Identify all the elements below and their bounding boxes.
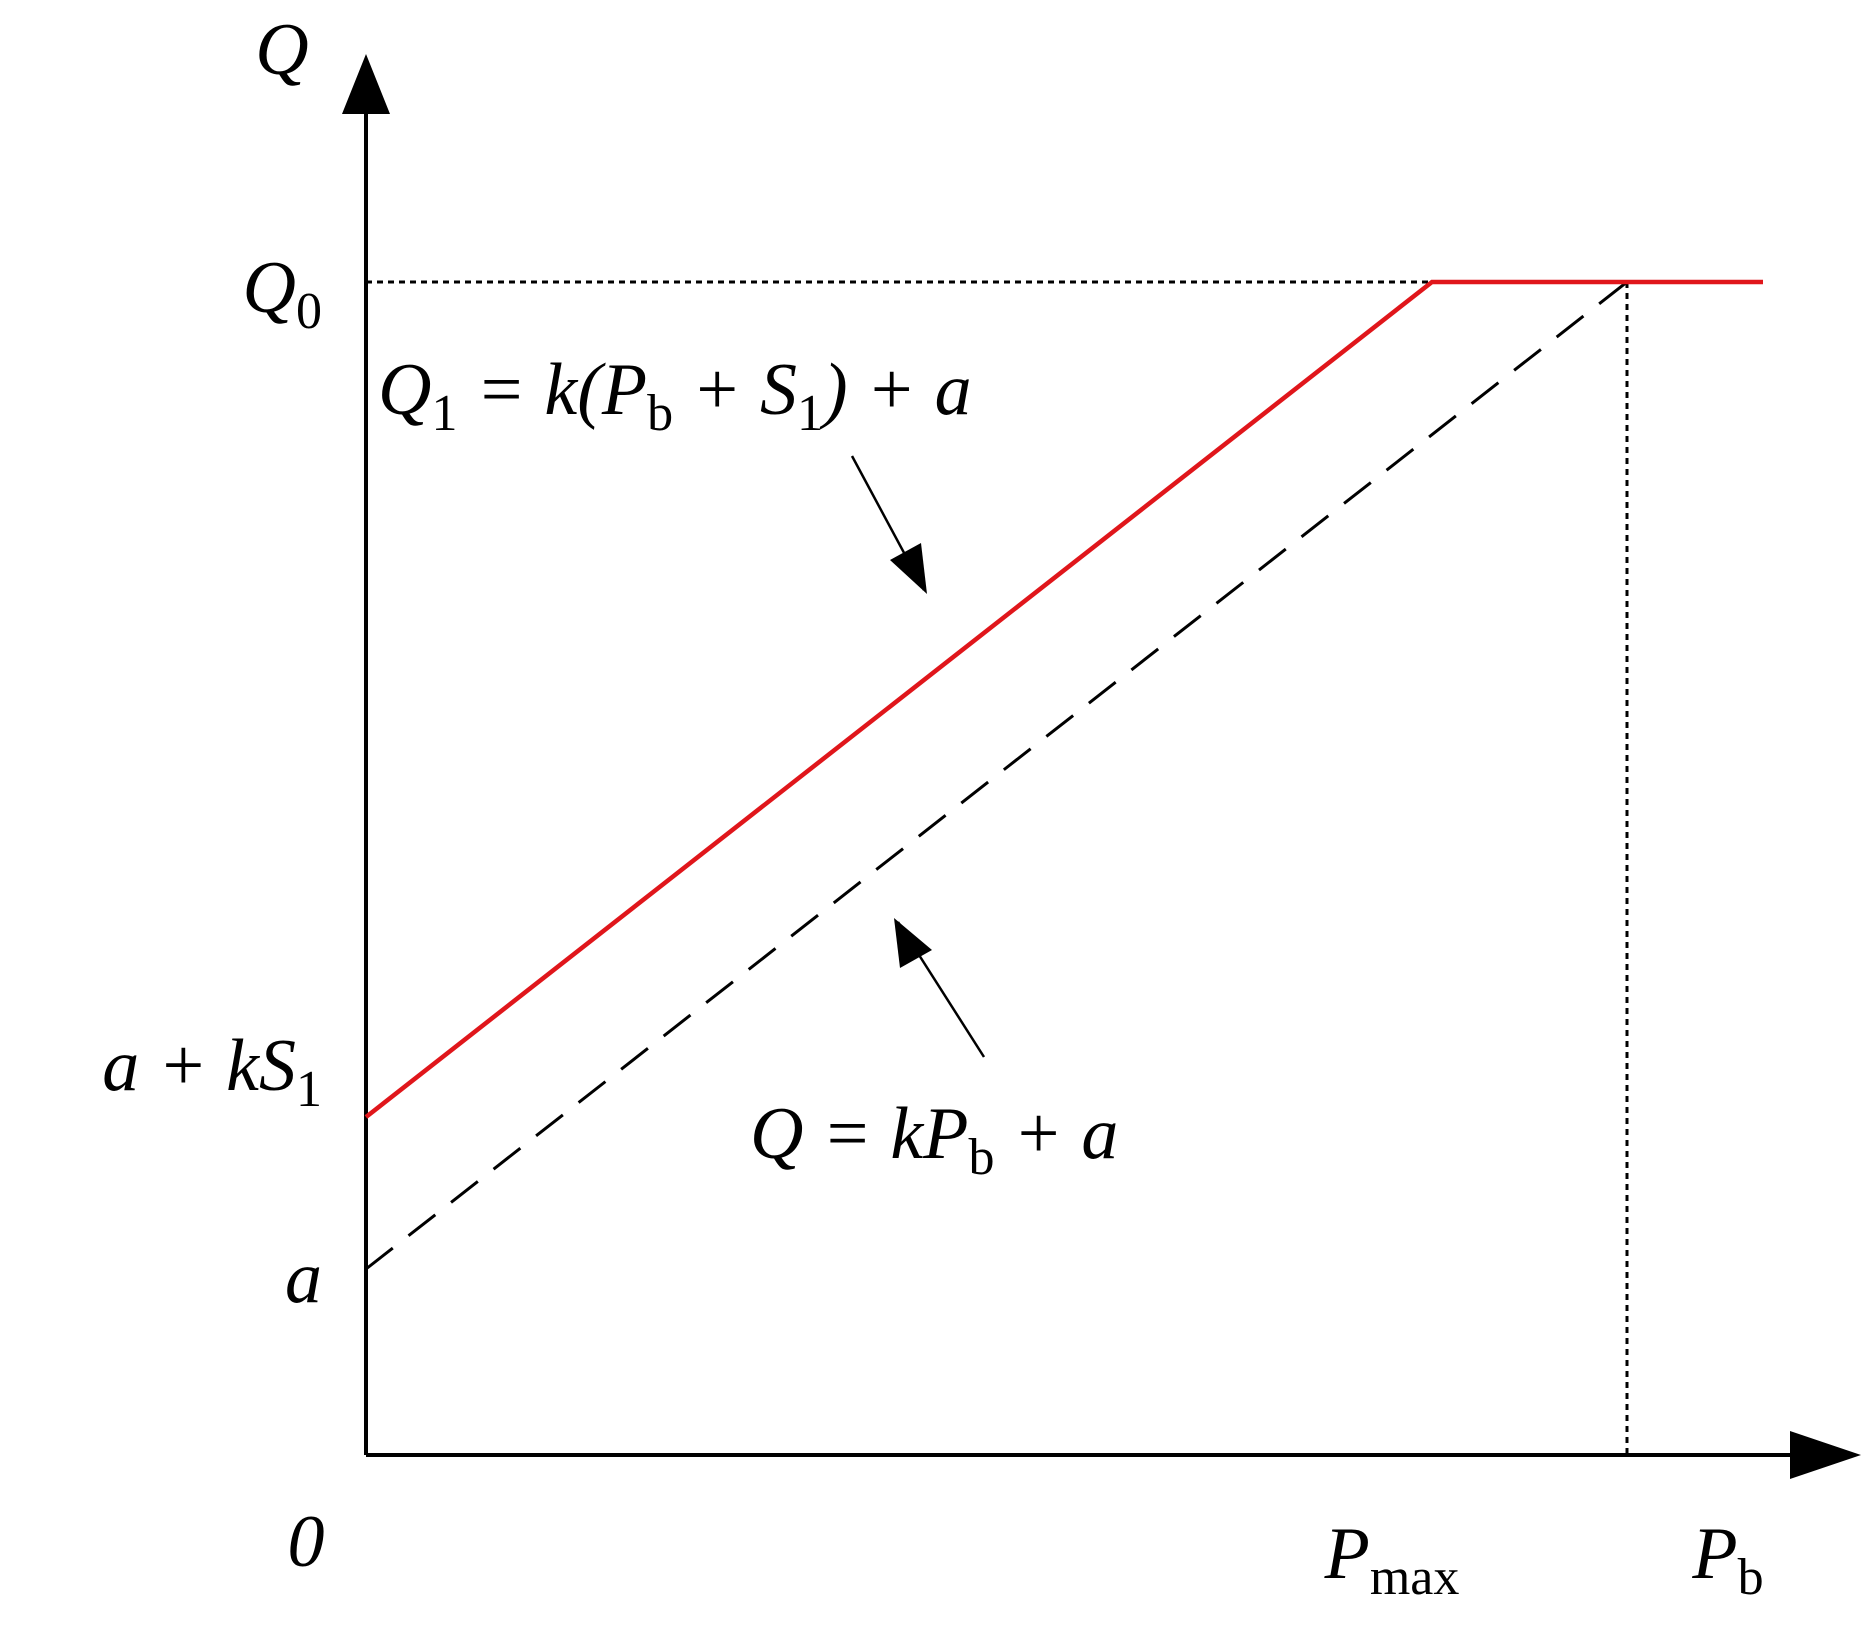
x-axis-arrow [1790, 1431, 1861, 1479]
subscript: 1 [431, 385, 457, 442]
subscript: b [1738, 1549, 1764, 1606]
subscript: 0 [296, 283, 322, 340]
label-text: = k(P [457, 349, 647, 431]
math-label: a [285, 1237, 322, 1319]
label-text: + S [673, 349, 797, 431]
pointer-arrowhead [894, 918, 932, 968]
label-text: ) + a [819, 349, 972, 431]
label-text: a + kS [102, 1025, 296, 1107]
label-text: a [285, 1237, 322, 1319]
math-label: Pb [1691, 1513, 1763, 1606]
label-text: P [1324, 1513, 1370, 1595]
label-text: 0 [288, 1501, 325, 1583]
math-label: Q0 [243, 247, 322, 340]
math-label: Q [255, 9, 308, 91]
label-text: P [1691, 1513, 1737, 1595]
pointer-arrowhead [890, 543, 927, 594]
math-label: Pmax [1324, 1513, 1460, 1606]
math-label: Q1 = k(Pb + S1) + a [378, 349, 972, 442]
subscript: b [647, 385, 673, 442]
label-text: + a [994, 1093, 1118, 1175]
label-text: Q [243, 247, 296, 329]
subscript: 1 [797, 385, 823, 442]
y-axis-arrow [342, 54, 390, 114]
subscript: b [968, 1129, 994, 1186]
subscript: max [1370, 1549, 1460, 1606]
label-text: Q [255, 9, 308, 91]
math-label: a + kS1 [102, 1025, 322, 1118]
label-text: Q [378, 349, 431, 431]
math-label: Q = kPb + a [750, 1093, 1118, 1186]
label-text: Q = kP [750, 1093, 968, 1175]
subscript: 1 [296, 1061, 322, 1118]
math-label: 0 [288, 1501, 325, 1583]
shifted-line [364, 279, 1763, 1119]
